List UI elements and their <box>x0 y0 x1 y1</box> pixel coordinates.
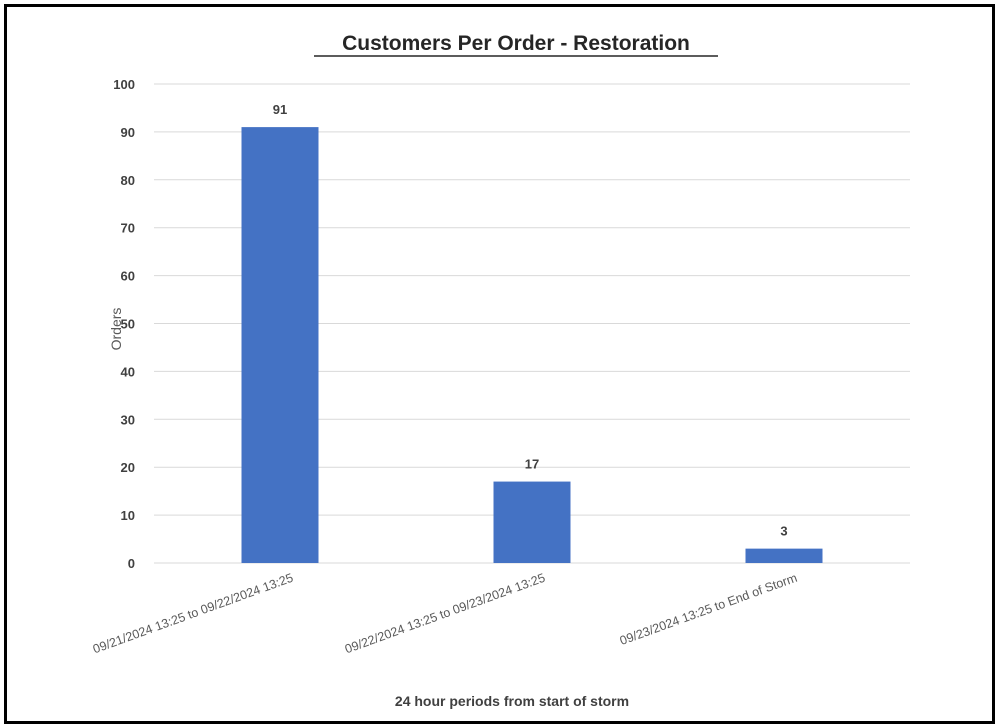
y-tick-label: 100 <box>113 77 135 92</box>
y-axis-title: Orders <box>108 308 124 351</box>
y-tick-label: 80 <box>121 173 135 188</box>
data-label: 17 <box>525 457 539 472</box>
bar <box>745 548 823 563</box>
y-tick-label: 30 <box>121 412 135 427</box>
y-tick-label: 60 <box>121 269 135 284</box>
y-tick-label: 20 <box>121 460 135 475</box>
y-tick-label: 50 <box>121 317 135 332</box>
chart-title: Customers Per Order - Restoration <box>342 32 690 55</box>
y-tick-label: 70 <box>121 221 135 236</box>
chart-frame: Customers Per Order - Restoration 0 10 20 3… <box>4 4 995 724</box>
bar <box>493 481 571 563</box>
x-tick-label: 09/21/2024 13:25 to 09/22/2024 13:25 <box>91 571 295 657</box>
y-axis-ticks: 0 10 20 30 40 50 60 70 80 90 100 <box>113 77 135 571</box>
x-axis-title: 24 hour periods from start of storm <box>395 693 629 709</box>
y-tick-label: 10 <box>121 508 135 523</box>
bars <box>241 127 823 564</box>
x-tick-label: 09/23/2024 13:25 to End of Storm <box>618 571 799 648</box>
data-label: 3 <box>780 524 787 539</box>
x-axis-ticks: 09/21/2024 13:25 to 09/22/2024 13:25 09/2… <box>91 571 799 657</box>
y-tick-label: 40 <box>121 364 135 379</box>
y-tick-label: 90 <box>121 125 135 140</box>
bar-chart: Customers Per Order - Restoration 0 10 20 3… <box>91 32 910 709</box>
data-label: 91 <box>273 102 287 117</box>
y-tick-label: 0 <box>128 556 135 571</box>
x-tick-label: 09/22/2024 13:25 to 09/23/2024 13:25 <box>343 571 547 657</box>
data-labels: 91 17 3 <box>273 102 788 539</box>
bar <box>241 127 319 564</box>
